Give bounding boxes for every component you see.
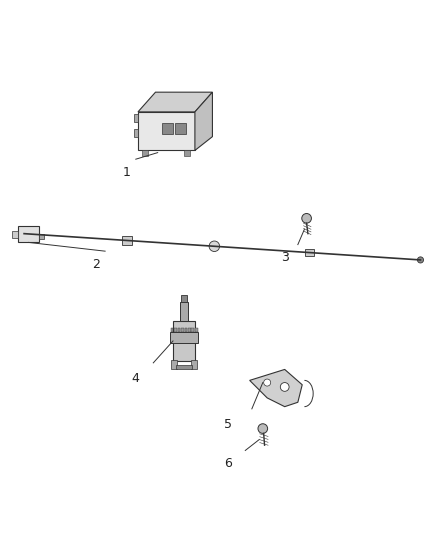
Bar [171,328,173,332]
Text: 6: 6 [224,457,232,470]
Bar [12,231,18,238]
Bar [122,236,132,245]
Bar [176,365,192,369]
Text: 3: 3 [281,251,289,264]
Bar [180,302,188,321]
Bar [162,123,173,134]
Polygon shape [138,92,212,112]
Bar [181,328,184,332]
Text: 5: 5 [224,418,232,431]
Text: 1: 1 [123,166,131,179]
Polygon shape [195,92,212,150]
Bar [305,249,314,256]
Bar [184,328,187,332]
Bar [184,150,190,156]
Circle shape [258,424,268,433]
Bar [191,360,197,369]
Bar [181,295,187,302]
Bar [173,321,195,361]
Text: 2: 2 [92,258,100,271]
Polygon shape [134,130,138,138]
Circle shape [209,241,219,252]
Polygon shape [250,369,302,407]
Bar [174,328,177,332]
Bar [188,328,191,332]
Bar [171,360,177,369]
Polygon shape [134,114,138,122]
Circle shape [264,379,271,386]
Bar [170,332,198,343]
Polygon shape [138,112,195,150]
Bar [175,123,186,134]
Bar [39,234,44,239]
Circle shape [417,257,424,263]
Circle shape [302,214,311,223]
Circle shape [280,383,289,391]
Bar [142,150,148,156]
Bar [191,328,194,332]
Bar [18,226,39,241]
Bar [195,328,198,332]
Bar [178,328,180,332]
Text: 4: 4 [132,372,140,385]
